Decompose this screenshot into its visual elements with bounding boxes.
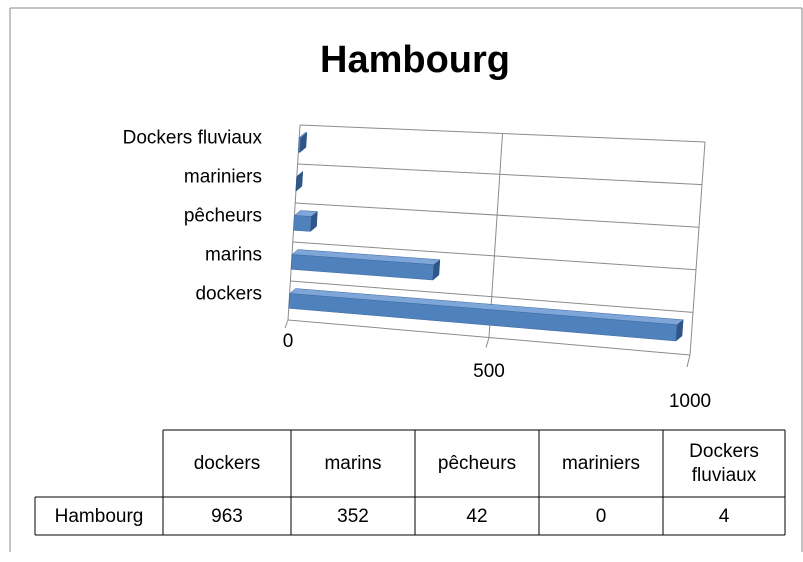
grid-line: [488, 133, 503, 338]
chart-title: Hambourg: [320, 39, 510, 81]
bar-front: [293, 215, 312, 232]
table-header: marins: [324, 453, 381, 474]
table-value: 42: [466, 506, 487, 527]
table-header: mariniers: [562, 453, 640, 474]
table-value: 4: [719, 506, 730, 527]
y-tick-label: dockers: [195, 284, 262, 305]
table-row-label: Hambourg: [55, 506, 144, 527]
tick-mark: [485, 337, 490, 348]
tick-mark: [686, 354, 691, 368]
x-tick-label: 0: [283, 331, 294, 352]
bar-end: [310, 210, 318, 232]
bar-end: [295, 170, 304, 192]
bar-end: [432, 259, 441, 281]
table-header: Dockers fluviaux: [689, 441, 759, 486]
grid-line: [689, 141, 706, 356]
bar: [298, 132, 308, 153]
bar-end: [299, 132, 308, 153]
y-tick-label: marins: [205, 245, 262, 266]
table-header: pêcheurs: [438, 453, 516, 474]
table-header: dockers: [194, 453, 261, 474]
table-value: 963: [211, 506, 243, 527]
bar-end: [675, 319, 684, 342]
y-tick-label: Dockers fluviaux: [123, 128, 263, 149]
y-tick-label: mariniers: [184, 167, 262, 188]
table-value: 0: [596, 506, 607, 527]
bar: [295, 170, 304, 192]
y-tick-label: pêcheurs: [184, 206, 262, 227]
tick-mark: [284, 319, 289, 329]
bar: [290, 249, 441, 281]
table-value: 352: [337, 506, 369, 527]
x-tick-label: 500: [473, 361, 505, 382]
x-tick-label: 1000: [669, 391, 711, 412]
bar: [288, 288, 684, 342]
bar: [293, 210, 319, 232]
